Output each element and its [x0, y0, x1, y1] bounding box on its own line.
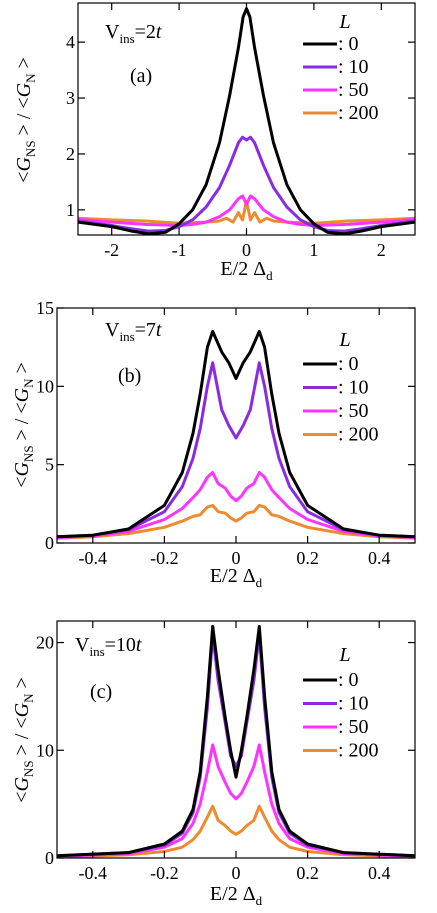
chart-panel-3: -0.4 -0.2 0 0.2 0.4 0 10 20 Vins=10t (c) L : 0: 10:… [11, 620, 416, 908]
x-tick-label: -0.2 [150, 863, 179, 883]
y-tick-label: 5 [45, 455, 54, 475]
legend: L: 0: 10: 50: 200 [303, 11, 379, 124]
series-line-L200 [57, 503, 415, 540]
series-line-L50 [57, 471, 415, 539]
panel-label: (a) [130, 65, 152, 87]
legend-entry-L50: : 50 [338, 79, 369, 101]
x-tick-label: 0 [232, 863, 241, 883]
panel-label: (b) [118, 365, 141, 387]
y-axis-label: <GNS > / <GN > [11, 677, 36, 803]
y-tick-label: 10 [36, 376, 54, 396]
x-tick-label: 0.2 [296, 548, 319, 568]
legend-title: L [338, 644, 350, 666]
x-tick-label: 1 [309, 240, 318, 260]
x-tick-label: -0.2 [150, 548, 179, 568]
vins-label: Vins=10t [75, 634, 142, 659]
x-tick-label: -2 [104, 240, 119, 260]
x-tick-label: 0 [232, 548, 241, 568]
x-tick-label: 0 [242, 240, 251, 260]
y-tick-label: 1 [66, 200, 75, 220]
legend-entry-L10: : 10 [338, 56, 369, 78]
legend: L : 0: 10: 50: 200 [303, 644, 379, 762]
panel-label: (c) [90, 681, 112, 703]
y-tick-label: 15 [36, 298, 54, 318]
legend: L: 0: 10: 50: 200 [303, 329, 379, 446]
x-axis-label: E/2 Δd [210, 565, 263, 590]
y-tick-label: 20 [36, 633, 54, 653]
x-tick-label: 0.4 [368, 863, 391, 883]
legend-title: L [338, 11, 350, 33]
legend-entry-L10: : 10 [338, 377, 369, 399]
legend-title: L [338, 329, 350, 351]
legend-entry-L10: : 10 [338, 693, 369, 715]
legend-entry-L0: : 0 [338, 353, 359, 375]
legend-entry-L200: : 200 [338, 740, 379, 762]
y-tick-label: 3 [66, 88, 75, 108]
legend-entry-L50: : 50 [338, 400, 369, 422]
legend-entry-L0: : 0 [338, 33, 359, 55]
series-line-L0 [57, 624, 415, 858]
x-tick-label: 0.2 [296, 863, 319, 883]
vins-label: Vins=2t [105, 21, 162, 46]
series-line-L10 [78, 135, 415, 233]
x-axis-label: E/2 Δd [220, 258, 273, 283]
x-tick-label: 2 [377, 240, 386, 260]
chart-panel-1: -2 -1 0 1 2 1 2 3 4 Vins=2t (a) L: 0: 10: 50: 200 <G… [13, 2, 416, 283]
vins-label: Vins=7t [105, 319, 162, 344]
legend-entry-L50: : 50 [338, 716, 369, 738]
y-axis-label: <GNS > / <GN > [13, 57, 38, 183]
x-tick-label: 0.4 [368, 548, 391, 568]
legend-entry-L0: : 0 [338, 669, 359, 691]
x-tick-label: -0.4 [79, 863, 108, 883]
y-tick-label: 0 [45, 533, 54, 553]
x-tick-label: -1 [172, 240, 187, 260]
x-tick-label: -0.4 [79, 548, 108, 568]
y-tick-label: 10 [36, 740, 54, 760]
legend-entry-L200: : 200 [338, 102, 379, 124]
series-line-L0 [57, 330, 415, 539]
y-tick-label: 0 [45, 848, 54, 868]
legend-entry-L200: : 200 [338, 424, 379, 446]
y-axis-label: <GNS > / <GN > [11, 362, 36, 488]
chart-panel-2: -0.4 -0.2 0 0.2 0.4 0 5 10 15 Vins=7t (b) L: 0: 10:… [11, 298, 416, 590]
x-axis-label: E/2 Δd [210, 883, 263, 908]
series-line-L200 [57, 804, 415, 858]
series-line-L10 [57, 361, 415, 539]
series-line-L50 [57, 743, 415, 858]
y-tick-label: 4 [66, 32, 75, 52]
y-tick-label: 2 [66, 144, 75, 164]
